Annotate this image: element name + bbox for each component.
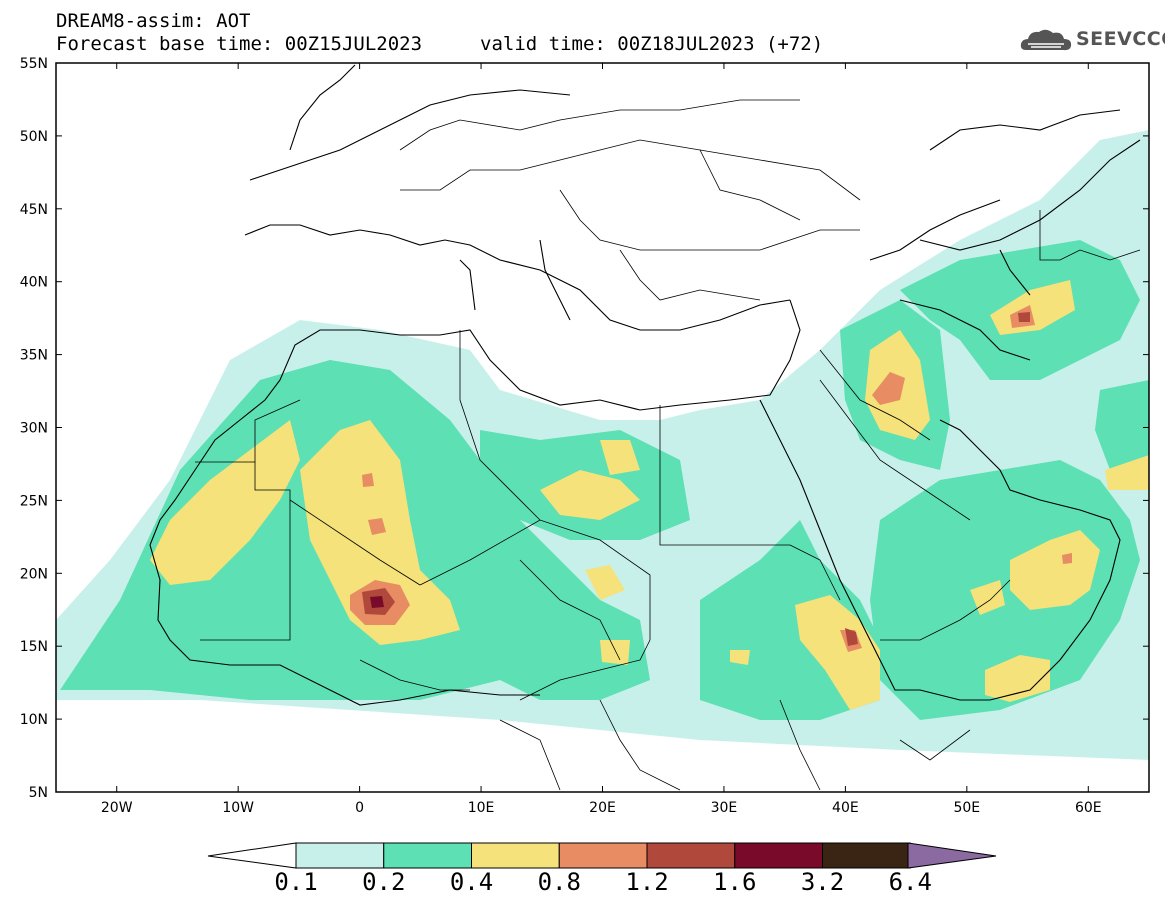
longitude-axis: 20W 10W 0 10E 20E 30E 40E 50E 60E [101, 63, 1102, 816]
colorbar-right-arrow [907, 842, 997, 869]
country-borders [195, 99, 1141, 791]
lat-tick-label: 25N [20, 493, 48, 509]
lon-tick-label: 10E [468, 800, 495, 816]
lat-tick-label: 10N [20, 712, 48, 728]
lon-tick-label: 50E [953, 800, 980, 816]
lon-tick-label: 30E [711, 800, 738, 816]
lon-tick-label: 40E [832, 800, 859, 816]
colorbar-swatch [646, 842, 736, 869]
colorbar-swatch [383, 842, 472, 869]
cloud-icon [1020, 29, 1072, 51]
valid-time: valid time: 00Z18JUL2023 (+72) [480, 33, 824, 55]
colorbar-swatch [822, 842, 911, 869]
colorbar-swatch [471, 842, 560, 869]
aot-extreme-area [370, 596, 384, 608]
lon-tick-label: 20E [589, 800, 616, 816]
lat-tick-label: 30N [20, 421, 48, 437]
lon-tick-label: 0 [355, 800, 364, 816]
latitude-axis: 55N 50N 45N 40N 35N 30N 25N 20N 15N 10N 5N [20, 56, 1149, 801]
colorbar-label: 0.4 [449, 868, 494, 896]
lat-tick-label: 35N [20, 348, 48, 364]
forecast-base-time: Forecast base time: 00Z15JUL2023 [56, 33, 423, 55]
colorbar-label: 1.2 [625, 868, 669, 896]
lat-tick-label: 20N [20, 566, 48, 582]
colorbar-label: 0.1 [274, 868, 318, 896]
lon-tick-label: 20W [101, 800, 133, 816]
seevccc-logo: SEEVCCC [1018, 26, 1165, 56]
colorbar-label: 0.2 [362, 868, 406, 896]
colorbar-label: 0.8 [537, 868, 581, 896]
colorbar-swatch [558, 842, 648, 869]
lon-tick-label: 10W [222, 800, 254, 816]
lat-tick-label: 5N [29, 785, 48, 801]
lat-tick-label: 45N [20, 202, 48, 218]
aot-field [56, 64, 1149, 791]
colorbar [207, 842, 997, 869]
colorbar-swatch [295, 842, 385, 869]
colorbar-label: 1.6 [713, 868, 757, 896]
logo-text: SEEVCCC [1076, 28, 1165, 50]
lat-tick-label: 50N [20, 129, 48, 145]
colorbar-swatch [734, 842, 823, 869]
colorbar-left-arrow [207, 842, 297, 869]
lat-tick-label: 40N [20, 275, 48, 291]
lat-tick-label: 15N [20, 639, 48, 655]
colorbar-label: 6.4 [888, 868, 932, 896]
map-title: DREAM8-assim: AOT [56, 10, 251, 32]
colorbar-boxes [295, 842, 911, 869]
lon-tick-label: 60E [1075, 800, 1102, 816]
colorbar-label: 3.2 [800, 868, 845, 896]
lat-tick-label: 55N [20, 56, 48, 72]
